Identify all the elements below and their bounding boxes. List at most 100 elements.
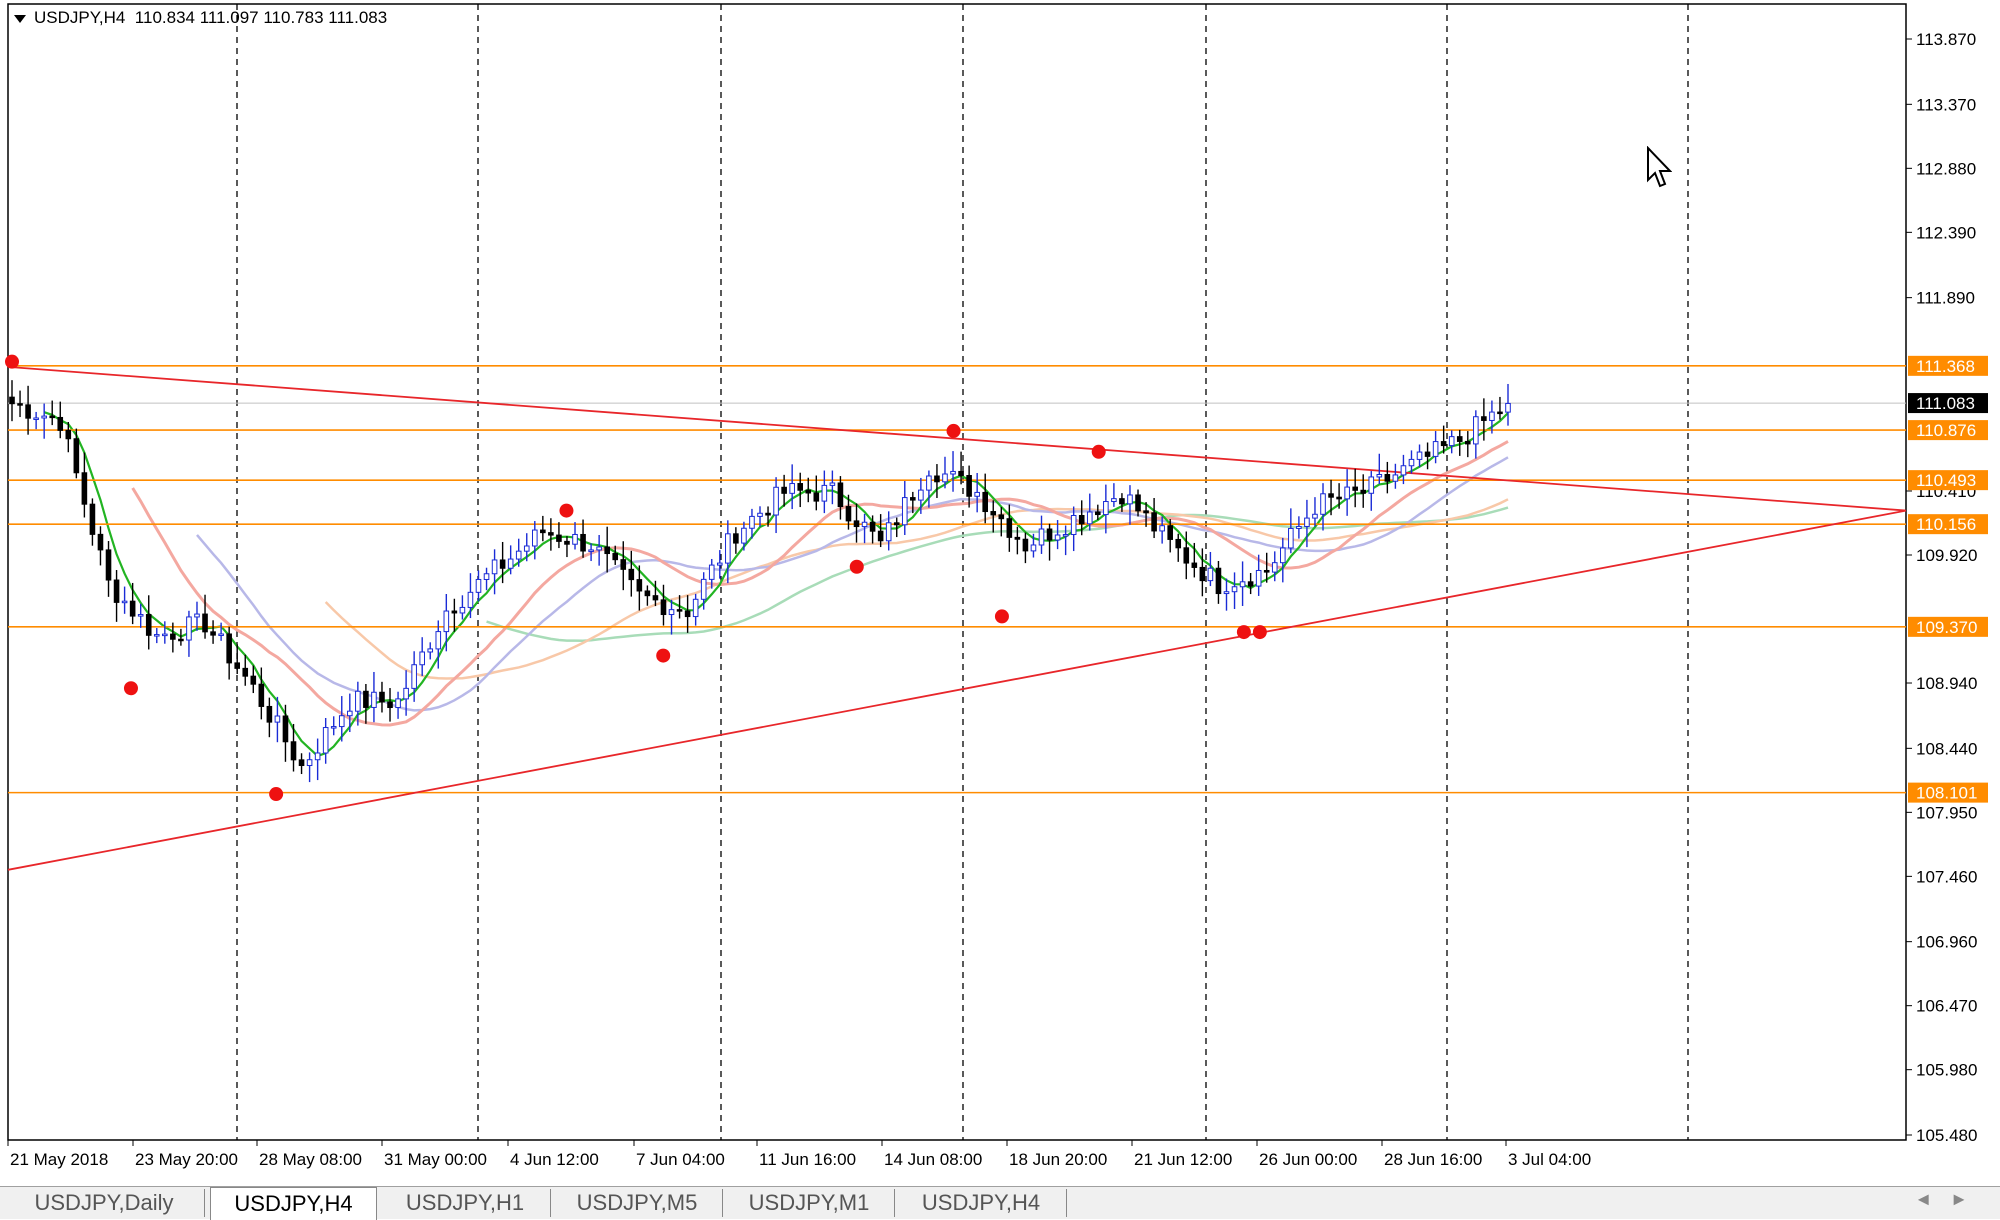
bull-candle [475, 578, 482, 593]
bear-candle [1263, 569, 1270, 573]
bull-candle [1312, 513, 1318, 519]
bear-candle [781, 486, 787, 494]
time-tick-label: 31 May 00:00 [384, 1150, 487, 1169]
pivot-marker [123, 681, 138, 696]
time-tick-label: 11 Jun 16:00 [759, 1150, 856, 1169]
tab-usdjpy-h4-2[interactable]: USDJPY,H4 [896, 1189, 1067, 1217]
bear-candle [556, 534, 562, 542]
pivot-marker [1091, 444, 1106, 459]
bull-candle [588, 549, 594, 552]
price-axis: 113.870 113.370 112.880 112.390 111.890 110.4… [1906, 30, 1988, 1145]
bear-candle [25, 404, 31, 419]
bull-candle [322, 727, 329, 754]
bear-candle [1464, 440, 1471, 445]
bear-candle [210, 631, 216, 636]
bull-candle [153, 634, 160, 637]
bull-candle [1054, 534, 1061, 541]
bear-candle [813, 492, 820, 502]
bear-candle [49, 415, 56, 419]
bear-candle [1199, 566, 1206, 582]
tab-usdjpy-m1[interactable]: USDJPY,M1 [724, 1189, 895, 1217]
bear-candle [1384, 474, 1391, 482]
bear-candle [1006, 518, 1013, 538]
bull-candle [1448, 436, 1455, 447]
bear-candle [387, 701, 393, 709]
ohlc-readout: 110.834 111.097 110.783 111.083 [134, 8, 388, 27]
bull-candle [596, 546, 602, 551]
bull-candle [829, 482, 836, 486]
bull-candle [1070, 515, 1077, 536]
bear-candle [1119, 498, 1125, 505]
bear-candle [129, 600, 136, 617]
bull-candle [523, 545, 530, 552]
bear-candle [178, 638, 184, 642]
bull-candle [1392, 474, 1399, 482]
bull-candle [162, 633, 168, 637]
level-price-label: 109.370 [1916, 618, 1977, 637]
bear-candle [684, 610, 691, 618]
bull-candle [1103, 501, 1109, 516]
bull-candle [1231, 586, 1238, 593]
dropdown-triangle-icon[interactable] [14, 14, 26, 23]
bear-candle [1135, 494, 1141, 512]
ma-line-5 [324, 498, 1509, 680]
tab-usdjpy-daily[interactable]: USDJPY,Daily [4, 1189, 205, 1217]
bull-candle [1159, 525, 1165, 532]
bear-candle [869, 521, 876, 532]
bull-candle [861, 521, 868, 528]
time-tick-label: 4 Jun 12:00 [510, 1150, 599, 1169]
time-tick-label: 7 Jun 04:00 [636, 1150, 725, 1169]
bull-candle [901, 497, 908, 526]
bull-candle [1320, 493, 1326, 515]
bull-candle [1239, 581, 1246, 588]
bear-candle [363, 690, 369, 708]
bull-candle [692, 598, 699, 618]
bear-candle [1078, 515, 1085, 525]
bear-candle [733, 533, 739, 544]
pivot-marker [656, 648, 671, 663]
bear-candle [113, 579, 120, 603]
bull-candle [725, 533, 731, 564]
bear-candle [1440, 441, 1447, 447]
bull-candle [1111, 498, 1117, 503]
bull-candle [757, 512, 763, 517]
bear-candle [226, 633, 232, 664]
bear-candle [934, 475, 940, 483]
bear-candle [202, 613, 208, 633]
bear-candle [1352, 486, 1358, 491]
bull-candle [741, 527, 747, 544]
bear-candle [652, 595, 659, 601]
resistance-trendline [7, 365, 1907, 512]
bull-candle [716, 562, 723, 566]
level-price-tag [1908, 616, 1988, 637]
bull-candle [137, 614, 144, 617]
bear-candle [17, 403, 23, 406]
bear-candle [604, 546, 610, 555]
bull-candle [411, 664, 417, 689]
price-tick-label: 111.890 [1916, 289, 1975, 308]
bear-candle [170, 633, 176, 640]
bull-candle [942, 473, 948, 483]
bull-candle [1368, 476, 1375, 494]
bear-candle [290, 741, 297, 761]
bull-candle [1489, 411, 1495, 421]
tab-usdjpy-h1[interactable]: USDJPY,H1 [380, 1189, 551, 1217]
tab-scroll-left-icon[interactable]: ◄ [1914, 1189, 1951, 1209]
tab-scroll-right-icon[interactable]: ► [1950, 1189, 1986, 1209]
bull-candle [1271, 562, 1278, 573]
time-tick-label: 21 Jun 12:00 [1134, 1150, 1232, 1169]
bull-candle [355, 690, 361, 712]
ma-line-slow [486, 506, 1509, 642]
bear-candle [982, 491, 989, 513]
tab-usdjpy-h4[interactable]: USDJPY,H4 [210, 1187, 377, 1220]
bull-candle [1432, 441, 1439, 457]
pivot-marker [1236, 625, 1251, 640]
bull-candle [531, 529, 538, 547]
bear-candle [1022, 538, 1029, 552]
bull-candle [1416, 451, 1423, 460]
tab-usdjpy-m5[interactable]: USDJPY,M5 [552, 1189, 723, 1217]
bear-candle [89, 503, 96, 535]
bull-candle [1408, 458, 1415, 467]
pivot-marker [994, 609, 1009, 624]
